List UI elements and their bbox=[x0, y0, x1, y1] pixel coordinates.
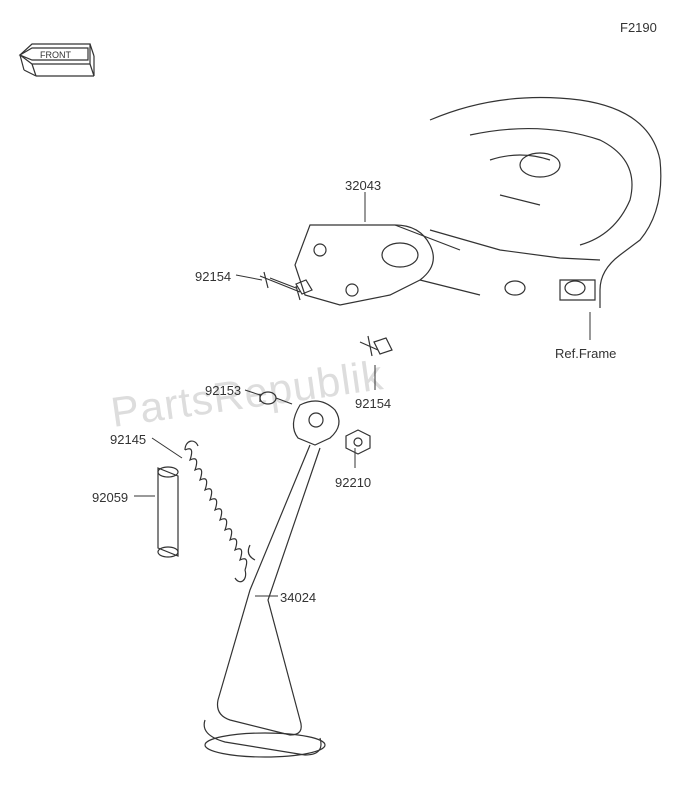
part-label-92210: 92210 bbox=[335, 475, 371, 490]
leader-92154_a bbox=[236, 275, 262, 280]
part-label-92153: 92153 bbox=[205, 383, 241, 398]
part-label-ref_frame: Ref.Frame bbox=[555, 346, 616, 361]
side-stand-34024 bbox=[204, 401, 339, 757]
part-label-92154_b: 92154 bbox=[355, 396, 391, 411]
leader-92145 bbox=[152, 438, 182, 458]
part-label-34024: 34024 bbox=[280, 590, 316, 605]
bolt-92153 bbox=[260, 392, 292, 404]
ref-frame-part bbox=[430, 98, 661, 309]
part-label-32043: 32043 bbox=[345, 178, 381, 193]
spring-92145 bbox=[185, 441, 247, 582]
tube-92059 bbox=[158, 467, 178, 557]
leader-92153 bbox=[245, 390, 260, 395]
part-label-92154_a: 92154 bbox=[195, 269, 231, 284]
part-label-92059: 92059 bbox=[92, 490, 128, 505]
bolt-92154-lower bbox=[360, 336, 392, 356]
nut-92210 bbox=[346, 430, 370, 454]
part-label-92145: 92145 bbox=[110, 432, 146, 447]
exploded-diagram bbox=[0, 0, 693, 800]
bracket-32043 bbox=[295, 225, 480, 305]
bolt-92154-upper bbox=[260, 272, 312, 300]
